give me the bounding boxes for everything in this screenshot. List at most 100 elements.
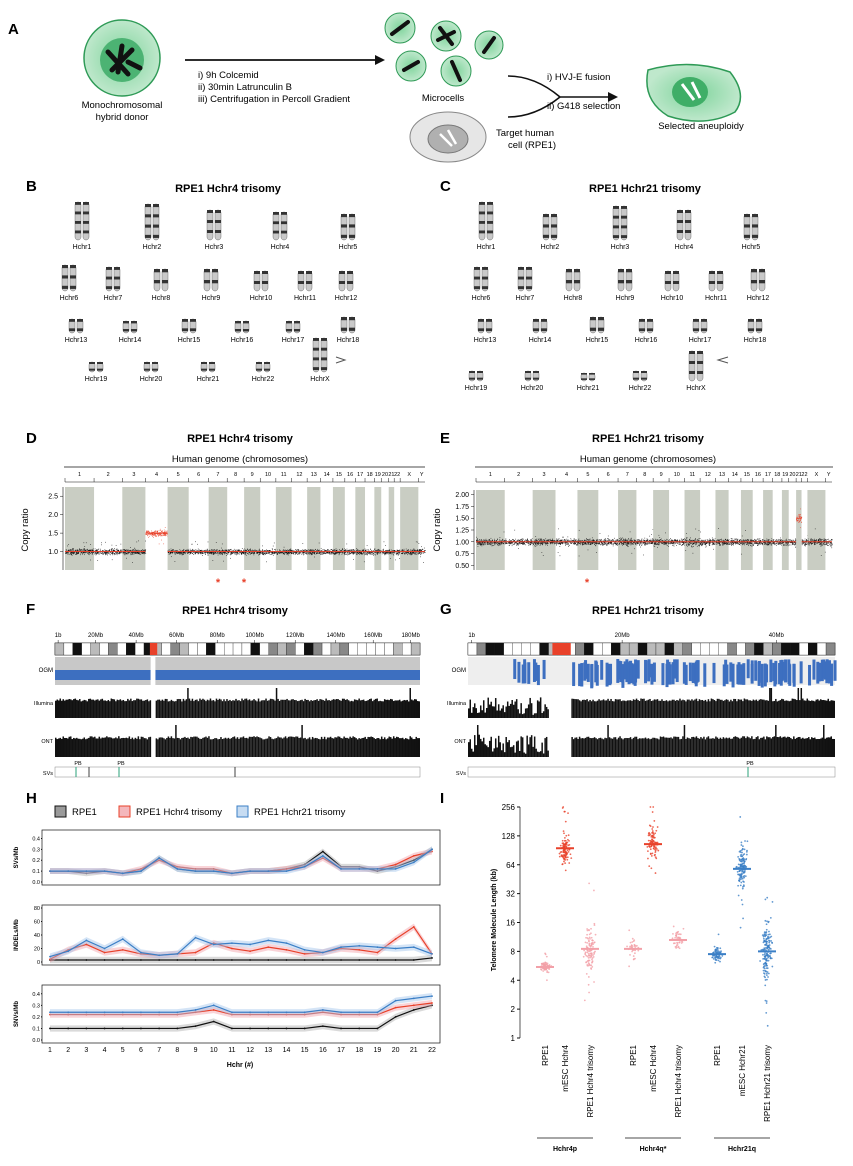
cnv-point [558, 540, 560, 542]
cnv-point [505, 538, 507, 540]
band [83, 202, 89, 205]
cnv-point [278, 552, 280, 554]
cnv-point [168, 553, 170, 555]
cnv-point [203, 550, 205, 551]
cnv-point [306, 549, 307, 551]
chrom-band [275, 487, 292, 570]
cnv-point [82, 553, 83, 555]
cnv-point [399, 558, 400, 559]
cnv-point [127, 551, 129, 553]
cnv-point [248, 550, 250, 552]
cnv-point [171, 552, 173, 554]
cnv-point [329, 551, 331, 553]
cnv-point [301, 553, 302, 555]
cnv-point [395, 559, 396, 561]
band [294, 329, 300, 332]
cnv-point [75, 554, 76, 555]
cnv-point [569, 540, 571, 542]
cnv-point [201, 550, 203, 552]
cnv-point [581, 539, 583, 541]
cnv-point [407, 552, 409, 554]
cnv-point [361, 549, 363, 551]
cnv-point [155, 531, 156, 533]
cnv-point [107, 550, 109, 551]
cnv-point [75, 554, 77, 555]
cnv-point [578, 541, 580, 543]
cnv-point [582, 542, 584, 544]
cnv-point [358, 550, 359, 552]
cnv-point [512, 540, 514, 542]
cnv-point [377, 552, 379, 553]
cnv-point [342, 548, 343, 549]
cnv-point [595, 545, 597, 547]
cnv-point [248, 551, 250, 553]
cnv-point [166, 534, 168, 536]
cnv-point [602, 540, 604, 542]
cnv-point [234, 552, 236, 553]
cnv-point [153, 534, 155, 536]
cnv-point [289, 551, 291, 553]
cnv-point [484, 544, 486, 546]
cnv-point [101, 544, 102, 546]
cnv-point [405, 548, 407, 550]
cnv-point [153, 532, 154, 533]
cnv-point [170, 548, 172, 550]
band [756, 319, 762, 322]
cnv-point [264, 550, 265, 551]
cnv-point [228, 549, 229, 551]
cnv-point [157, 530, 158, 532]
cnv-point [82, 550, 84, 551]
cnv-point [312, 551, 314, 553]
cnv-point [407, 550, 408, 552]
cnv-point [188, 552, 189, 554]
cnv-point [211, 549, 213, 550]
cnv-point [512, 544, 514, 545]
cnv-point [324, 553, 325, 555]
band [153, 204, 159, 208]
cnv-point [149, 535, 150, 537]
cnv-point [152, 534, 153, 536]
cnv-point [192, 549, 193, 551]
cnv-point [564, 539, 566, 541]
band [487, 211, 493, 215]
cnv-point [110, 552, 111, 554]
cnv-point [282, 551, 284, 553]
cnv-point [489, 543, 490, 544]
band [313, 347, 319, 351]
cnv-point [244, 548, 245, 550]
cnv-point [565, 540, 566, 542]
cnv-point [254, 552, 255, 553]
cnv-point [287, 549, 289, 551]
cnv-point [304, 549, 306, 550]
cnv-point [176, 551, 178, 553]
cnv-point [574, 543, 576, 544]
cnv-point [336, 550, 338, 552]
cnv-point [172, 550, 173, 551]
cnv-point [356, 553, 357, 555]
cnv-point [547, 542, 549, 544]
cnv-point [419, 550, 421, 552]
cnv-point [334, 553, 335, 554]
cnv-point [310, 554, 312, 556]
cnv-point [241, 553, 242, 555]
cnv-point [393, 552, 395, 553]
band [639, 328, 645, 332]
cnv-point [538, 539, 539, 540]
step-2: ii) 30min Latrunculin B [198, 82, 292, 93]
cnv-point [171, 550, 173, 551]
cnv-point [97, 551, 98, 553]
cnv-point [338, 552, 340, 554]
cnv-point [269, 550, 271, 551]
cnv-point [67, 552, 68, 554]
cnv-point [536, 543, 538, 545]
cnv-point [285, 549, 286, 551]
cnv-point [108, 552, 110, 554]
band [321, 357, 327, 361]
cnv-point [384, 553, 385, 554]
band [477, 371, 483, 373]
cnv-point [155, 530, 157, 532]
star-marker: * [216, 577, 221, 589]
cnv-point [183, 548, 185, 550]
cnv-point [311, 550, 312, 551]
cnv-point [76, 552, 78, 554]
